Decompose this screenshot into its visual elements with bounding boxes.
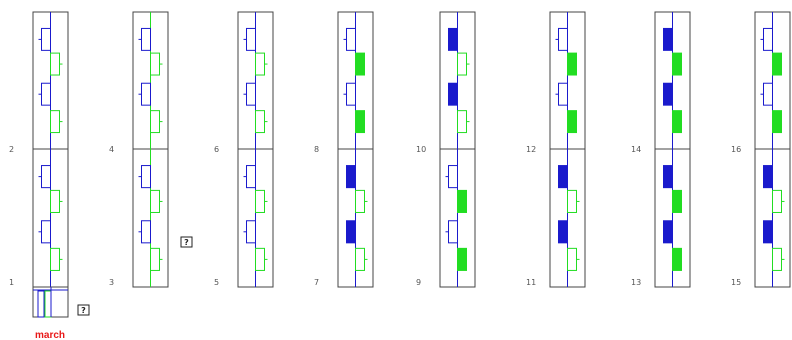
right-leg-stance	[355, 52, 365, 76]
panel-top-label: 2	[9, 145, 14, 154]
right-leg-stance	[772, 110, 782, 134]
left-leg-stance	[663, 82, 673, 106]
right-leg-stance	[457, 189, 467, 213]
left-leg-stance	[346, 165, 356, 189]
panel-bottom-label: 5	[214, 278, 219, 287]
left-leg-stance	[448, 82, 458, 106]
right-leg-stance	[672, 247, 682, 271]
left-leg-stance	[346, 220, 356, 244]
right-leg-stance	[355, 110, 365, 134]
panel-top-label: 12	[526, 145, 536, 154]
panel-bottom-label: 13	[631, 278, 641, 287]
panel-bottom-label: 3	[109, 278, 114, 287]
help-button-panel[interactable]: ?	[180, 236, 193, 248]
panel-column-5: 10 9	[416, 11, 476, 288]
panel-column-6: 12 11	[526, 11, 586, 288]
left-leg-stance	[663, 165, 673, 189]
left-leg-stance	[763, 220, 773, 244]
right-leg-stance	[567, 110, 577, 134]
panel-bottom-label: 9	[416, 278, 421, 287]
panel-column-3: 65	[214, 11, 274, 288]
panel-column-4: 87	[314, 11, 374, 288]
legend-thumbnail[interactable]	[32, 286, 69, 318]
panel-bottom-label: 11	[526, 278, 536, 287]
left-leg-stance	[558, 165, 568, 189]
legend-caption: march	[35, 330, 65, 340]
right-leg-stance	[672, 110, 682, 134]
right-leg-stance	[672, 189, 682, 213]
panel-top-label: 8	[314, 145, 319, 154]
right-leg-stance	[672, 52, 682, 76]
panel-bottom-label: 7	[314, 278, 319, 287]
right-leg-stance	[772, 52, 782, 76]
panel-bottom-label: 1	[9, 278, 14, 287]
panel-column-7: 14 13	[631, 11, 691, 288]
help-glyph-panel: ?	[184, 238, 189, 247]
panel-column-2: 43	[109, 11, 169, 288]
panel-column-1: 21	[9, 11, 69, 288]
left-leg-stance	[448, 27, 458, 51]
panel-top-label: 6	[214, 145, 219, 154]
panel-top-label: 14	[631, 145, 641, 154]
panel-top-label: 10	[416, 145, 426, 154]
left-leg-stance	[558, 220, 568, 244]
panel-top-label: 4	[109, 145, 114, 154]
left-leg-stance	[663, 220, 673, 244]
left-leg-stance	[663, 27, 673, 51]
right-leg-stance	[457, 247, 467, 271]
right-leg-stance	[567, 52, 577, 76]
help-glyph: ?	[81, 306, 86, 315]
left-leg-stance	[763, 165, 773, 189]
help-button[interactable]: ?	[77, 304, 90, 316]
panel-bottom-label: 15	[731, 278, 741, 287]
panel-top-label: 16	[731, 145, 741, 154]
